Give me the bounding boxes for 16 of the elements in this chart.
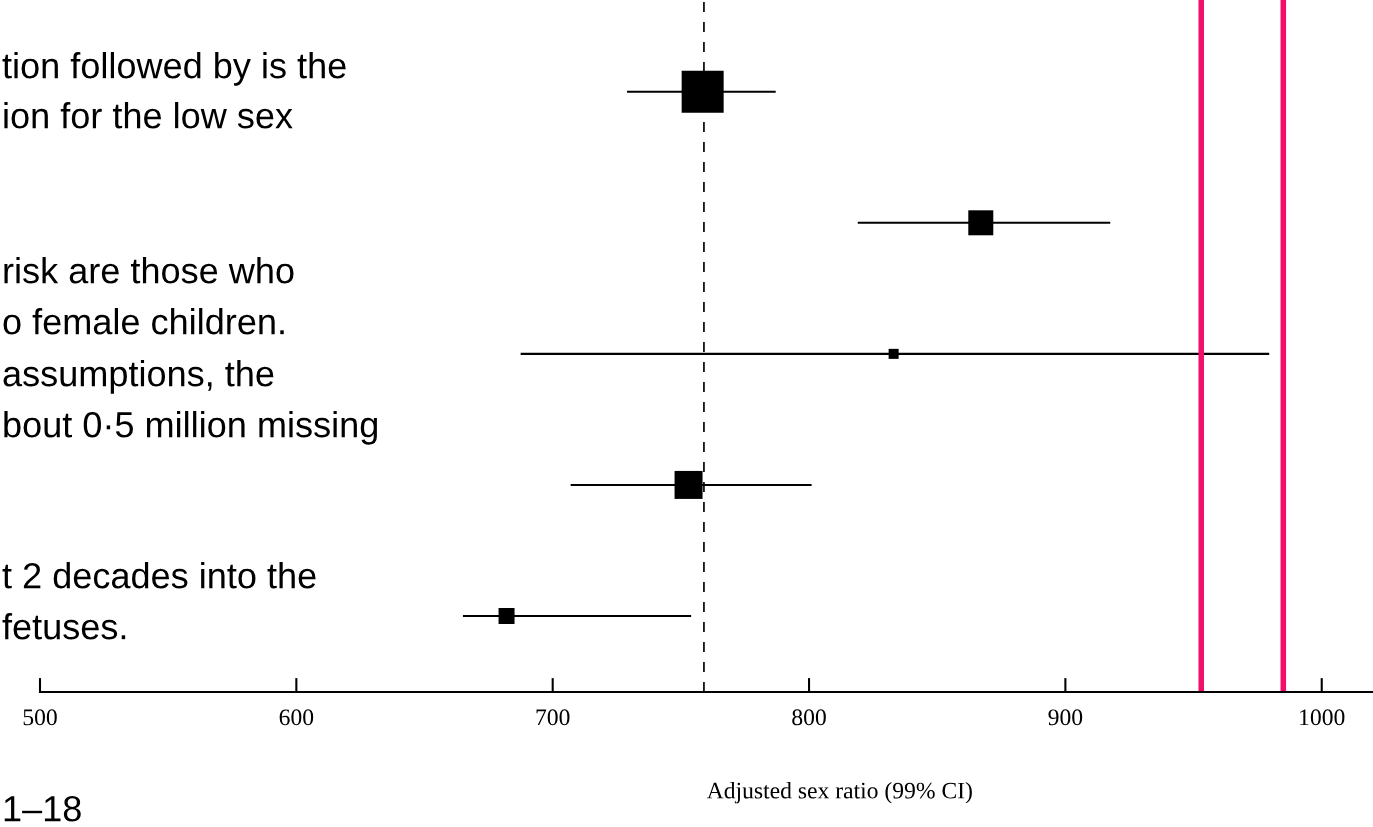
annotation: assumptions, the xyxy=(3,360,274,394)
x-axis-title: Adjusted sex ratio (99% CI) xyxy=(706,781,972,804)
annotation: fetuses. xyxy=(2,613,126,640)
annotation: ion for the low sex xyxy=(4,102,293,129)
annotation: risk are those who xyxy=(4,257,294,284)
x-tick-label: 500 xyxy=(23,709,57,726)
text: 1–18 xyxy=(4,795,81,822)
x-tick-label: 700 xyxy=(536,709,570,726)
annotation: bout 0·5 million missing xyxy=(4,411,377,445)
x-tick-label: 900 xyxy=(1048,709,1083,726)
x-tick-label: 800 xyxy=(792,709,826,726)
x-tick-label: 600 xyxy=(279,709,314,726)
x-tick-label: 1000 xyxy=(1300,709,1345,726)
annotation: o female children. xyxy=(3,308,284,335)
annotation: t 2 decades into the xyxy=(2,562,316,589)
annotation: tion followed by is the xyxy=(2,52,346,86)
